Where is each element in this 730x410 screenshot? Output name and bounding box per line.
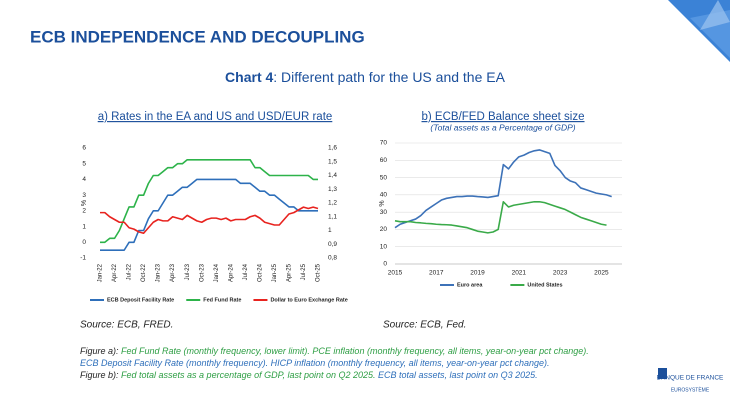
x-tick-label: Jul-22 [127, 263, 133, 280]
y-tick-label: 50 [380, 174, 388, 181]
series-line [100, 158, 318, 244]
logo-sub: EUROSYSTÈME [671, 386, 710, 393]
x-tick-label: Apr-24 [228, 263, 234, 282]
x-tick-label: Oct-24 [257, 263, 263, 282]
x-tick-label: 2019 [470, 270, 485, 277]
source: Source: ECB, FRED. [80, 320, 173, 331]
y2-tick-label: 1 [328, 227, 332, 234]
note-segment: Fed total assets as a percentage of GDP,… [121, 370, 376, 380]
y2-tick-label: 1,3 [328, 186, 337, 193]
y-tick-label: 30 [380, 209, 388, 216]
y-tick-label: 60 [380, 157, 388, 164]
x-tick-label: Apr-23 [170, 263, 176, 282]
x-tick-label: Oct-22 [141, 263, 147, 282]
y-tick-label: 20 [380, 226, 388, 233]
y2-tick-label: 0,8 [328, 255, 337, 262]
x-tick-label: Jan-23 [156, 263, 162, 282]
note-segment: ECB Deposit Facility Rate (monthly frequ… [80, 358, 550, 368]
chart-title: b) ECB/FED Balance sheet size [422, 111, 585, 123]
y-tick-label: 4 [82, 176, 86, 183]
x-tick-label: Jul-25 [301, 263, 307, 280]
source: Source: ECB, Fed. [383, 320, 466, 331]
x-tick-label: 2015 [388, 270, 403, 277]
note-segment: ECB total assets, last point on Q3 2025. [376, 370, 538, 380]
chart: a) Rates in the EA and US and USD/EUR ra… [80, 111, 348, 303]
figure-note: ECB Deposit Facility Rate (monthly frequ… [80, 358, 550, 368]
y-tick-label: 70 [380, 140, 388, 147]
logo: BANQUE DE FRANCE EUROSYSTÈME [657, 368, 724, 393]
x-tick-label: Jan-25 [272, 263, 278, 282]
y-tick-label: 0 [383, 261, 387, 268]
y-axis-label: % [379, 200, 386, 206]
series-line [100, 178, 318, 251]
note-segment: Fed Fund Rate (monthly frequency, lower … [121, 346, 589, 356]
y-tick-label: 2 [82, 208, 86, 215]
x-tick-label: Jul-24 [243, 263, 249, 280]
chart-title: a) Rates in the EA and US and USD/EUR ra… [98, 111, 333, 123]
logo-name: BANQUE DE FRANCE [657, 375, 724, 382]
y-tick-label: 0 [82, 239, 86, 246]
logo-emblem [658, 368, 667, 379]
series-line [394, 149, 612, 229]
corner-decoration [668, 0, 730, 62]
x-tick-label: 2021 [512, 270, 527, 277]
y2-tick-label: 1,2 [328, 200, 337, 207]
y2-tick-label: 1,5 [328, 158, 337, 165]
y2-tick-label: 0,9 [328, 241, 337, 248]
x-tick-label: Apr-25 [287, 263, 293, 282]
x-tick-label: Apr-22 [112, 263, 118, 282]
chart: b) ECB/FED Balance sheet size(Total asse… [379, 111, 622, 288]
y-tick-label: 6 [82, 145, 86, 152]
x-tick-label: Oct-23 [199, 263, 205, 282]
decor-triangle [700, 0, 730, 30]
y-tick-label: -1 [80, 255, 86, 262]
x-tick-label: 2023 [553, 270, 568, 277]
x-tick-label: Jan-24 [214, 263, 220, 282]
figure-note: Figure b): Fed total assets as a percent… [80, 370, 538, 380]
legend-label: Euro area [457, 282, 483, 288]
legend-label: Dollar to Euro Exchange Rate [270, 297, 347, 303]
series-line [394, 200, 607, 234]
y-tick-label: 5 [82, 160, 86, 167]
x-tick-label: 2025 [594, 270, 609, 277]
y-tick-label: 1 [82, 223, 86, 230]
heading-bold: Chart 4 [225, 69, 273, 85]
y2-tick-label: 1,6 [328, 145, 337, 152]
x-tick-label: Jul-23 [185, 263, 191, 280]
y-tick-label: 10 [380, 243, 388, 250]
note-segment: Figure b): [80, 370, 121, 380]
chart-subtitle: (Total assets as a Percentage of GDP) [430, 122, 575, 132]
y-axis-label: % [81, 200, 88, 206]
figure-note: Figure a): Fed Fund Rate (monthly freque… [80, 346, 589, 356]
legend-label: ECB Deposit Facility Rate [107, 297, 174, 303]
legend-label: Fed Fund Rate [203, 297, 241, 303]
y2-tick-label: 1,1 [328, 213, 337, 220]
series-line [100, 206, 319, 235]
x-tick-label: Oct-25 [316, 263, 322, 282]
y-tick-label: 40 [380, 192, 388, 199]
y2-tick-label: 1,4 [328, 172, 337, 179]
y-tick-label: 3 [82, 192, 86, 199]
slide-title: ECB INDEPENDENCE AND DECOUPLING [30, 27, 365, 46]
chart-heading: Chart 4: Different path for the US and t… [225, 69, 506, 85]
x-tick-label: 2017 [429, 270, 444, 277]
note-segment: Figure a): [80, 346, 121, 356]
legend-label: United States [527, 282, 562, 288]
x-tick-label: Jan-22 [98, 263, 104, 282]
heading-rest: : Different path for the US and the EA [273, 69, 505, 85]
